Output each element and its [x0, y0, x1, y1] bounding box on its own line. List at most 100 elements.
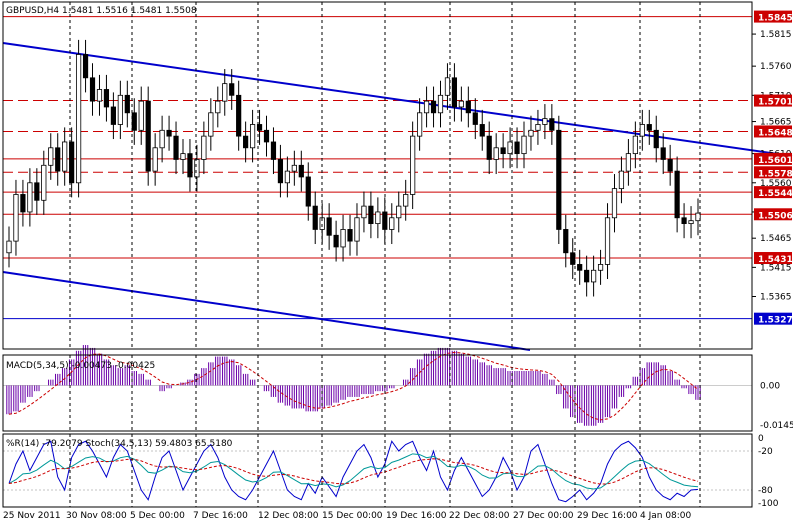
candle-body	[340, 229, 346, 248]
candle-body	[611, 188, 618, 219]
macd-signal-line	[8, 351, 699, 421]
candle-body	[667, 159, 673, 172]
stoch-signal-line	[8, 458, 699, 485]
candle-body	[625, 153, 632, 172]
stoch-main-line	[8, 453, 699, 490]
x-tick-label: 15 Dec 00:00	[322, 511, 383, 521]
candle-body	[270, 141, 277, 160]
candle-body	[354, 217, 360, 242]
candle-body	[417, 112, 423, 137]
candle-body	[194, 159, 200, 178]
candle-body	[201, 135, 207, 160]
candle-body	[368, 205, 374, 225]
candle-body	[514, 141, 520, 155]
level-label: 1.5327	[758, 316, 793, 326]
level-label-bg	[754, 208, 792, 221]
candle-body	[403, 194, 409, 207]
x-tick-label: 30 Nov 08:00	[66, 511, 127, 521]
candle-body	[639, 124, 645, 137]
x-tick-label: 25 Nov 2011	[3, 511, 61, 521]
x-tick-label: 7 Dec 16:00	[193, 511, 248, 521]
candle-body	[361, 205, 367, 219]
macd-y-tick-label: 0.00	[760, 381, 780, 391]
candle-body	[124, 94, 130, 114]
x-tick-label: 19 Dec 16:00	[386, 511, 447, 521]
candle-body	[89, 77, 96, 102]
candle-body	[166, 129, 172, 137]
candle-body	[103, 89, 110, 108]
level-label: 1.5506	[758, 211, 793, 221]
candle-body	[389, 217, 395, 230]
candle-body	[48, 147, 54, 166]
macd-y-tick-label: -0.01451	[760, 421, 793, 431]
candle-body	[604, 217, 611, 265]
candle-body	[597, 264, 604, 271]
candle-body	[549, 118, 555, 131]
candle-body	[20, 194, 26, 213]
level-label-bg	[754, 252, 792, 265]
y-tick-label: 1.5365	[760, 293, 792, 303]
candle-body	[131, 112, 137, 131]
candle-body	[222, 83, 228, 102]
level-label: 1.5845	[758, 14, 793, 24]
candle-body	[173, 135, 179, 160]
osc-y-tick-label: -80	[758, 486, 773, 496]
candle-body	[312, 205, 318, 230]
candle-body	[410, 135, 416, 195]
candle-body	[298, 164, 304, 178]
level-label-bg	[754, 166, 792, 179]
level-label: 1.5544	[758, 189, 793, 199]
oscillator-pane	[3, 440, 752, 503]
candle-body	[208, 112, 214, 137]
candle-body	[423, 100, 430, 114]
candle-body	[618, 170, 625, 190]
candle-body	[69, 141, 75, 184]
candle-body	[256, 124, 263, 131]
candle-body	[584, 269, 590, 283]
candle-body	[333, 234, 339, 248]
level-label: 1.5701	[758, 98, 793, 108]
candle-body	[493, 147, 499, 160]
candle-body	[159, 129, 165, 149]
level-label-bg	[754, 10, 792, 23]
candle-body	[215, 100, 221, 114]
candle-body	[41, 164, 47, 201]
candle-body	[263, 129, 270, 143]
macd-pane-border	[2, 354, 753, 432]
channel-upper-line	[2, 42, 793, 157]
osc-y-tick-label: -100	[758, 499, 779, 509]
candle-body	[75, 54, 82, 184]
candle-body	[674, 170, 680, 219]
candle-body	[187, 153, 193, 178]
candle-body	[110, 106, 116, 125]
wpr-line	[8, 440, 699, 503]
osc-y-tick-label: -20	[758, 447, 773, 457]
candle-body	[152, 147, 158, 172]
chart-title: GBPUSD,H4 1.5481 1.5516 1.5481 1.5508	[6, 6, 197, 16]
main-pane	[2, 16, 793, 351]
candle-body	[277, 159, 284, 184]
level-label-bg	[754, 152, 792, 165]
candle-body	[249, 124, 256, 149]
level-label-bg	[754, 312, 792, 325]
channel-lower-line	[2, 271, 531, 351]
level-label: 1.5601	[758, 156, 793, 166]
candle-body	[138, 100, 144, 131]
candle-body	[284, 170, 290, 184]
candle-body	[229, 83, 235, 96]
candle-body	[451, 77, 458, 108]
oscillator-title: %R(14) -79.2079 Stoch(34,5,13) 59.4803 6…	[6, 439, 233, 449]
macd-pane	[3, 345, 752, 426]
y-tick-label: 1.5560	[760, 179, 792, 189]
candle-body	[632, 135, 638, 155]
osc-y-tick-label: 0	[758, 434, 764, 444]
candle-body	[577, 264, 583, 271]
level-label: 1.5431	[758, 255, 793, 265]
candle-body	[13, 194, 19, 242]
x-tick-label: 4 Jan 08:00	[640, 511, 692, 521]
macd-title: MACD(5,34,5) -0.00473 -0.00425	[6, 361, 155, 371]
candle-body	[563, 229, 569, 254]
candle-body	[458, 100, 464, 108]
